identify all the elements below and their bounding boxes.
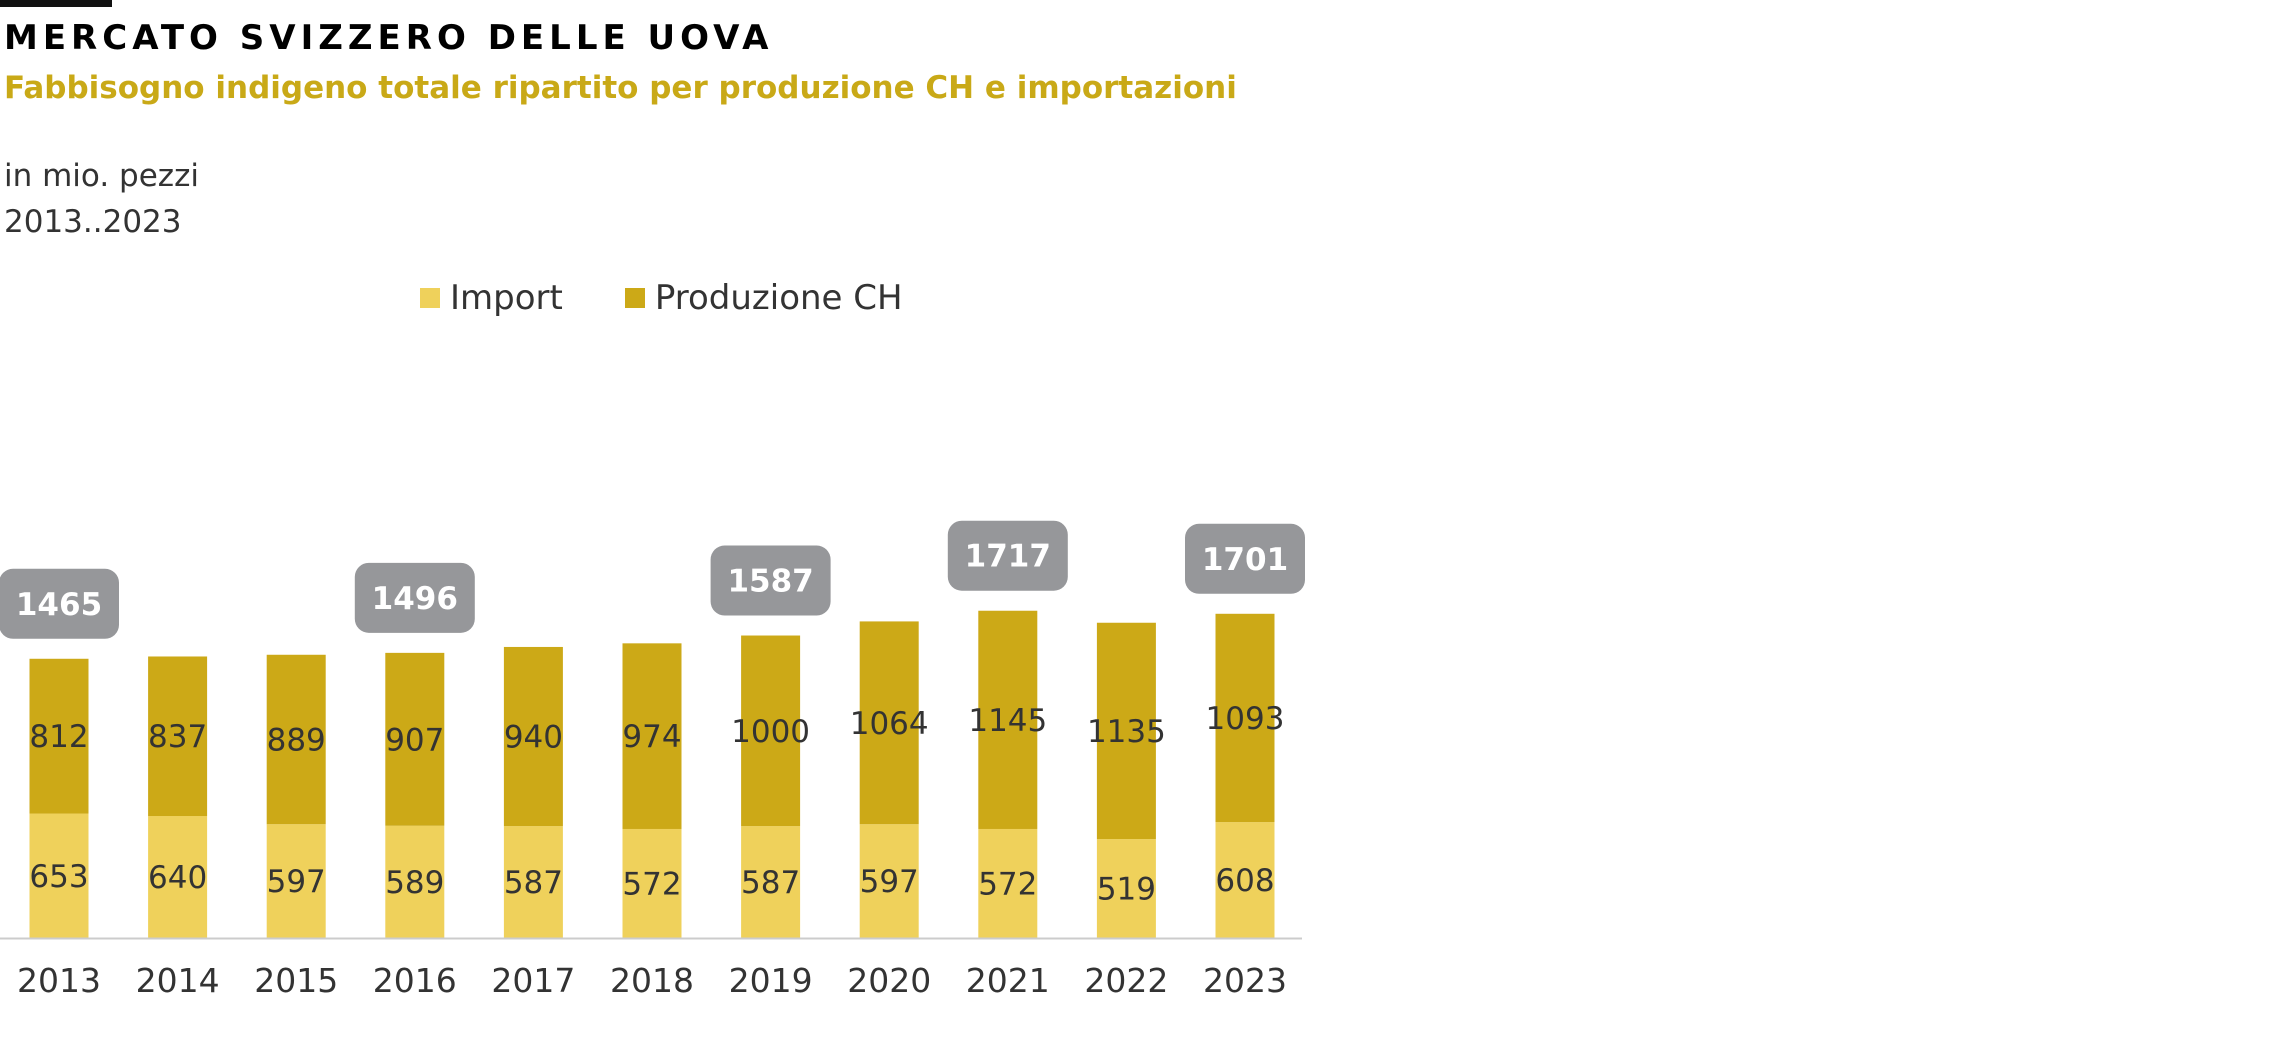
bar-group-2016: 589 907 (385, 652, 445, 938)
bar-import-2017 (503, 826, 563, 938)
data-label-import-2023: 608 (1215, 863, 1274, 899)
total-callout-2021: 1717 (947, 520, 1068, 591)
x-tick-label-2019: 2019 (729, 961, 813, 1000)
legend-item-import: Import (420, 278, 563, 318)
bar-import-2013 (29, 813, 89, 938)
data-label-import-2015: 597 (267, 864, 326, 900)
bar-produzione-2020 (859, 621, 919, 825)
x-tick-label-2016: 2016 (373, 961, 457, 1000)
bar-produzione-2013 (29, 658, 89, 814)
bar-produzione-2016 (385, 652, 445, 826)
bar-group-2017: 587 940 (503, 646, 563, 938)
bar-produzione-2019 (741, 635, 801, 827)
bar-import-2019 (741, 826, 801, 938)
data-label-produzione-2018: 974 (622, 719, 681, 755)
total-box-2016 (354, 562, 475, 633)
bar-group-2019: 587 1000 (731, 635, 810, 938)
bar-import-2022 (1096, 839, 1156, 938)
bar-group-2022: 519 1135 (1087, 622, 1166, 938)
data-label-import-2022: 519 (1097, 872, 1156, 908)
total-callout-2016: 1496 (354, 562, 475, 633)
total-label-2013: 1465 (16, 587, 102, 623)
x-tick-label-2013: 2013 (17, 961, 101, 1000)
data-label-import-2013: 653 (29, 859, 88, 895)
data-label-produzione-2015: 889 (267, 722, 326, 758)
bar-produzione-2015 (266, 654, 326, 825)
bar-import-2015 (266, 824, 326, 938)
data-label-import-2014: 640 (148, 860, 207, 896)
data-label-produzione-2017: 940 (504, 720, 563, 756)
bar-produzione-2014 (148, 656, 208, 817)
total-label-2021: 1717 (965, 539, 1051, 575)
x-tick-label-2020: 2020 (847, 961, 931, 1000)
data-label-import-2019: 587 (741, 865, 800, 901)
bar-group-2018: 572 974 (622, 643, 682, 938)
x-tick-label-2014: 2014 (136, 961, 220, 1000)
total-box-2019 (710, 545, 831, 616)
total-callout-2023: 1701 (1185, 523, 1305, 594)
x-tick-label-2017: 2017 (491, 961, 575, 1000)
bar-group-2015: 597 889 (266, 654, 326, 938)
bar-produzione-2022 (1096, 622, 1156, 840)
bar-group-2021: 572 1145 (968, 610, 1047, 938)
bar-import-2023 (1215, 822, 1275, 938)
bar-import-2014 (148, 816, 208, 938)
top-rule (0, 0, 112, 7)
bar-import-2020 (859, 824, 919, 938)
total-box-2013 (0, 568, 119, 639)
data-label-import-2016: 589 (385, 865, 444, 901)
data-label-import-2021: 572 (978, 866, 1037, 902)
total-callout-2013: 1465 (0, 568, 119, 639)
bar-produzione-2021 (978, 610, 1038, 829)
legend: Import Produzione CH (420, 278, 965, 318)
legend-swatch-import (420, 288, 440, 308)
data-label-produzione-2013: 812 (29, 719, 88, 755)
data-label-produzione-2019: 1000 (731, 714, 810, 750)
bar-produzione-2017 (503, 646, 563, 827)
bar-import-2016 (385, 825, 445, 938)
data-label-produzione-2016: 907 (385, 722, 444, 758)
data-label-import-2017: 587 (504, 865, 563, 901)
chart-subtitle: Fabbisogno indigeno totale ripartito per… (4, 70, 1237, 106)
data-label-produzione-2023: 1093 (1206, 701, 1285, 737)
x-tick-label-2023: 2023 (1203, 961, 1287, 1000)
x-tick-label-2022: 2022 (1084, 961, 1168, 1000)
bar-group-2013: 653 812 (29, 658, 89, 938)
bar-import-2018 (622, 828, 682, 938)
total-label-2016: 1496 (372, 581, 458, 617)
bar-produzione-2018 (622, 643, 682, 829)
data-label-produzione-2020: 1064 (850, 706, 929, 742)
data-label-produzione-2022: 1135 (1087, 714, 1166, 750)
data-label-produzione-2014: 837 (148, 719, 207, 755)
bar-produzione-2023 (1215, 613, 1275, 823)
total-box-2021 (947, 520, 1068, 591)
unit-label: in mio. pezzi (4, 158, 199, 194)
bar-group-2020: 597 1064 (850, 621, 929, 938)
period-label: 2013..2023 (4, 204, 182, 240)
bar-group-2014: 640 837 (148, 656, 207, 938)
total-label-2019: 1587 (727, 564, 813, 600)
x-tick-label-2021: 2021 (966, 961, 1050, 1000)
total-box-2023 (1185, 523, 1305, 594)
total-callout-2019: 1587 (710, 545, 831, 616)
total-label-2023: 1701 (1202, 542, 1288, 578)
chart-title: MERCATO SVIZZERO DELLE UOVA (4, 18, 774, 58)
bar-import-2021 (978, 828, 1038, 938)
data-label-produzione-2021: 1145 (968, 703, 1047, 739)
data-label-import-2018: 572 (622, 866, 681, 902)
x-tick-label-2015: 2015 (254, 961, 338, 1000)
legend-label-produzione: Produzione CH (654, 278, 903, 318)
stacked-bar-chart: 653 812 2013 640 837 2014 597 889 2015 589 907 2016… (0, 520, 1305, 1000)
legend-item-produzione: Produzione CH (624, 278, 903, 318)
x-tick-label-2018: 2018 (610, 961, 694, 1000)
bar-group-2023: 608 1093 (1206, 613, 1285, 938)
legend-swatch-produzione (624, 288, 645, 308)
legend-label-import: Import (450, 278, 563, 318)
data-label-import-2020: 597 (860, 864, 919, 900)
